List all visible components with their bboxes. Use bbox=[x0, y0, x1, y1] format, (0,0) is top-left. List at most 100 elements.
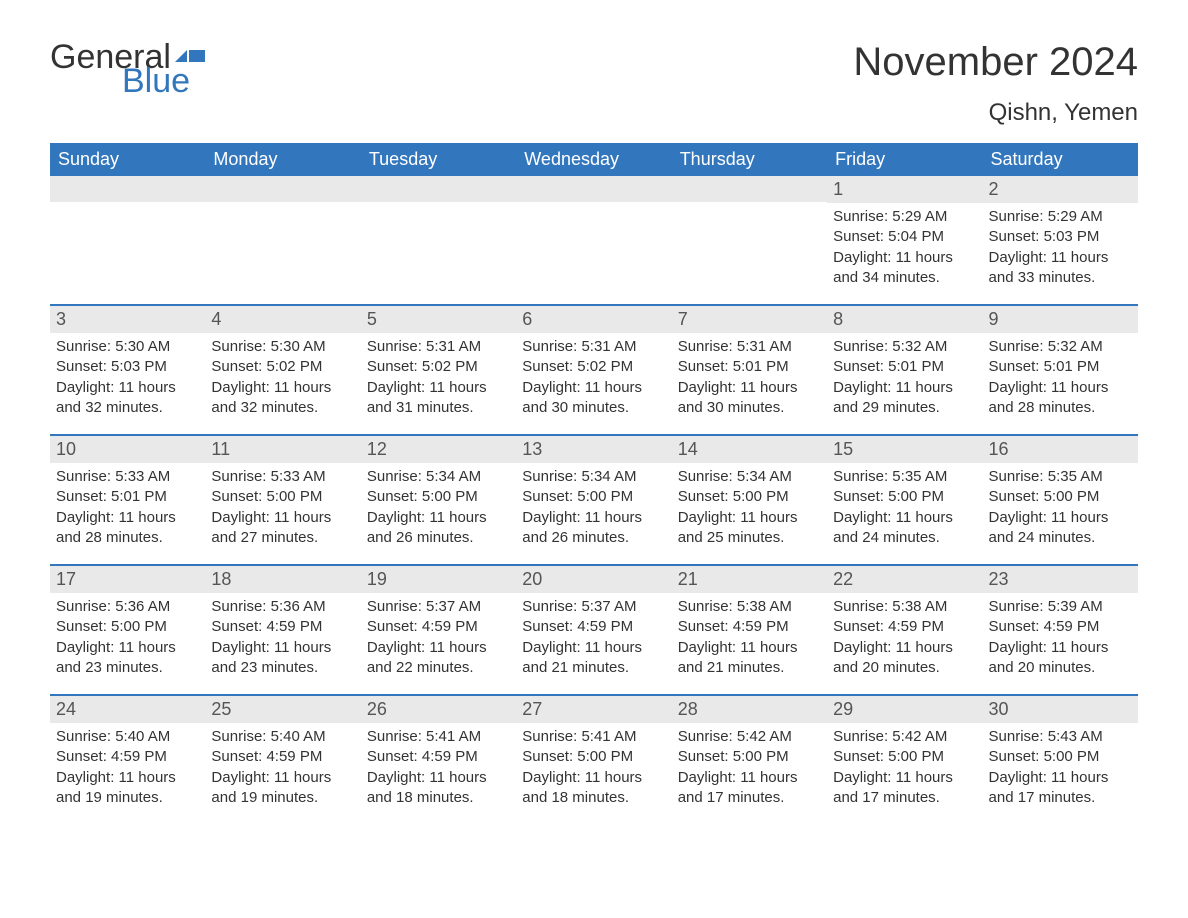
day-details: Sunrise: 5:31 AMSunset: 5:02 PMDaylight:… bbox=[516, 337, 671, 418]
day-details: Sunrise: 5:34 AMSunset: 5:00 PMDaylight:… bbox=[361, 467, 516, 548]
day-number bbox=[205, 176, 360, 202]
day-details: Sunrise: 5:35 AMSunset: 5:00 PMDaylight:… bbox=[983, 467, 1138, 548]
sunset-line: Sunset: 4:59 PM bbox=[211, 747, 354, 767]
day-number: 6 bbox=[516, 306, 671, 333]
sunrise-line: Sunrise: 5:40 AM bbox=[56, 727, 199, 747]
daylight-line: Daylight: 11 hours and 17 minutes. bbox=[833, 768, 976, 809]
day-details: Sunrise: 5:39 AMSunset: 4:59 PMDaylight:… bbox=[983, 597, 1138, 678]
day-number: 5 bbox=[361, 306, 516, 333]
day-number: 29 bbox=[827, 696, 982, 723]
sunrise-line: Sunrise: 5:41 AM bbox=[367, 727, 510, 747]
daylight-line: Daylight: 11 hours and 19 minutes. bbox=[56, 768, 199, 809]
day-cell: 24 Sunrise: 5:40 AMSunset: 4:59 PMDayligh… bbox=[50, 695, 205, 824]
daylight-line: Daylight: 11 hours and 24 minutes. bbox=[833, 508, 976, 549]
sunset-line: Sunset: 5:00 PM bbox=[522, 747, 665, 767]
day-number: 1 bbox=[827, 176, 982, 203]
day-cell: 21Sunrise: 5:38 AMSunset: 4:59 PMDayligh… bbox=[672, 565, 827, 695]
day-number: 7 bbox=[672, 306, 827, 333]
sunrise-line: Sunrise: 5:31 AM bbox=[678, 337, 821, 357]
day-details: Sunrise: 5:34 AMSunset: 5:00 PMDaylight:… bbox=[672, 467, 827, 548]
day-details: Sunrise: 5:37 AMSunset: 4:59 PMDaylight:… bbox=[516, 597, 671, 678]
sunset-line: Sunset: 5:01 PM bbox=[56, 487, 199, 507]
day-details: Sunrise: 5:38 AMSunset: 4:59 PMDaylight:… bbox=[827, 597, 982, 678]
day-cell: 12Sunrise: 5:34 AMSunset: 5:00 PMDayligh… bbox=[361, 435, 516, 565]
day-details: Sunrise: 5:43 AMSunset: 5:00 PMDaylight:… bbox=[983, 727, 1138, 808]
day-details: Sunrise: 5:36 AMSunset: 4:59 PMDaylight:… bbox=[205, 597, 360, 678]
col-wednesday: Wednesday bbox=[516, 143, 671, 176]
day-cell: 17Sunrise: 5:36 AMSunset: 5:00 PMDayligh… bbox=[50, 565, 205, 695]
sunset-line: Sunset: 4:59 PM bbox=[211, 617, 354, 637]
day-details: Sunrise: 5:31 AMSunset: 5:02 PMDaylight:… bbox=[361, 337, 516, 418]
day-cell: 23Sunrise: 5:39 AMSunset: 4:59 PMDayligh… bbox=[983, 565, 1138, 695]
day-number bbox=[50, 176, 205, 202]
day-details: Sunrise: 5:35 AMSunset: 5:00 PMDaylight:… bbox=[827, 467, 982, 548]
sunrise-line: Sunrise: 5:37 AM bbox=[367, 597, 510, 617]
day-details: Sunrise: 5:30 AMSunset: 5:03 PMDaylight:… bbox=[50, 337, 205, 418]
sunset-line: Sunset: 4:59 PM bbox=[989, 617, 1132, 637]
sunrise-line: Sunrise: 5:40 AM bbox=[211, 727, 354, 747]
sunrise-line: Sunrise: 5:34 AM bbox=[678, 467, 821, 487]
logo-flag-icon bbox=[175, 48, 205, 70]
sunset-line: Sunset: 5:01 PM bbox=[833, 357, 976, 377]
day-cell: 14Sunrise: 5:34 AMSunset: 5:00 PMDayligh… bbox=[672, 435, 827, 565]
day-cell: 8Sunrise: 5:32 AMSunset: 5:01 PMDaylight… bbox=[827, 305, 982, 435]
sunrise-line: Sunrise: 5:31 AM bbox=[367, 337, 510, 357]
day-number: 11 bbox=[205, 436, 360, 463]
day-details: Sunrise: 5:33 AMSunset: 5:00 PMDaylight:… bbox=[205, 467, 360, 548]
week-row: 17Sunrise: 5:36 AMSunset: 5:00 PMDayligh… bbox=[50, 565, 1138, 695]
day-number: 8 bbox=[827, 306, 982, 333]
daylight-line: Daylight: 11 hours and 20 minutes. bbox=[989, 638, 1132, 679]
day-number bbox=[516, 176, 671, 202]
day-cell: 9 Sunrise: 5:32 AMSunset: 5:01 PMDaylight… bbox=[983, 305, 1138, 435]
daylight-line: Daylight: 11 hours and 32 minutes. bbox=[56, 378, 199, 419]
sunrise-line: Sunrise: 5:42 AM bbox=[833, 727, 976, 747]
daylight-line: Daylight: 11 hours and 20 minutes. bbox=[833, 638, 976, 679]
day-details: Sunrise: 5:41 AMSunset: 5:00 PMDaylight:… bbox=[516, 727, 671, 808]
daylight-line: Daylight: 11 hours and 23 minutes. bbox=[211, 638, 354, 679]
day-cell: 18Sunrise: 5:36 AMSunset: 4:59 PMDayligh… bbox=[205, 565, 360, 695]
daylight-line: Daylight: 11 hours and 28 minutes. bbox=[989, 378, 1132, 419]
sunrise-line: Sunrise: 5:31 AM bbox=[522, 337, 665, 357]
day-details: Sunrise: 5:29 AMSunset: 5:03 PMDaylight:… bbox=[983, 207, 1138, 288]
day-cell: 2 Sunrise: 5:29 AMSunset: 5:03 PMDaylight… bbox=[983, 176, 1138, 305]
day-number bbox=[361, 176, 516, 202]
day-cell: 16Sunrise: 5:35 AMSunset: 5:00 PMDayligh… bbox=[983, 435, 1138, 565]
col-friday: Friday bbox=[827, 143, 982, 176]
day-cell: 25Sunrise: 5:40 AMSunset: 4:59 PMDayligh… bbox=[205, 695, 360, 824]
calendar-table: Sunday Monday Tuesday Wednesday Thursday… bbox=[50, 143, 1138, 824]
sunrise-line: Sunrise: 5:30 AM bbox=[211, 337, 354, 357]
day-number: 25 bbox=[205, 696, 360, 723]
sunset-line: Sunset: 5:00 PM bbox=[989, 487, 1132, 507]
day-number: 30 bbox=[983, 696, 1138, 723]
day-number: 9 bbox=[983, 306, 1138, 333]
sunset-line: Sunset: 5:01 PM bbox=[989, 357, 1132, 377]
day-number: 20 bbox=[516, 566, 671, 593]
daylight-line: Daylight: 11 hours and 24 minutes. bbox=[989, 508, 1132, 549]
day-details: Sunrise: 5:36 AMSunset: 5:00 PMDaylight:… bbox=[50, 597, 205, 678]
day-details: Sunrise: 5:34 AMSunset: 5:00 PMDaylight:… bbox=[516, 467, 671, 548]
sunset-line: Sunset: 5:00 PM bbox=[833, 487, 976, 507]
day-number: 24 bbox=[50, 696, 205, 723]
sunrise-line: Sunrise: 5:29 AM bbox=[833, 207, 976, 227]
sunrise-line: Sunrise: 5:39 AM bbox=[989, 597, 1132, 617]
day-cell: 11 Sunrise: 5:33 AMSunset: 5:00 PMDayligh… bbox=[205, 435, 360, 565]
day-cell: 1Sunrise: 5:29 AMSunset: 5:04 PMDaylight… bbox=[827, 176, 982, 305]
sunset-line: Sunset: 4:59 PM bbox=[56, 747, 199, 767]
sunset-line: Sunset: 4:59 PM bbox=[367, 617, 510, 637]
day-cell: 28Sunrise: 5:42 AMSunset: 5:00 PMDayligh… bbox=[672, 695, 827, 824]
sunset-line: Sunset: 4:59 PM bbox=[522, 617, 665, 637]
sunset-line: Sunset: 4:59 PM bbox=[678, 617, 821, 637]
daylight-line: Daylight: 11 hours and 17 minutes. bbox=[989, 768, 1132, 809]
sunrise-line: Sunrise: 5:37 AM bbox=[522, 597, 665, 617]
sunset-line: Sunset: 5:02 PM bbox=[522, 357, 665, 377]
day-number: 2 bbox=[983, 176, 1138, 203]
day-cell: 20 Sunrise: 5:37 AMSunset: 4:59 PMDayligh… bbox=[516, 565, 671, 695]
title-block: November 2024 Qishn, Yemen bbox=[853, 40, 1138, 137]
col-tuesday: Tuesday bbox=[361, 143, 516, 176]
sunrise-line: Sunrise: 5:32 AM bbox=[989, 337, 1132, 357]
sunrise-line: Sunrise: 5:42 AM bbox=[678, 727, 821, 747]
daylight-line: Daylight: 11 hours and 30 minutes. bbox=[678, 378, 821, 419]
week-row: 1Sunrise: 5:29 AMSunset: 5:04 PMDaylight… bbox=[50, 176, 1138, 305]
day-details: Sunrise: 5:30 AMSunset: 5:02 PMDaylight:… bbox=[205, 337, 360, 418]
day-number: 27 bbox=[516, 696, 671, 723]
